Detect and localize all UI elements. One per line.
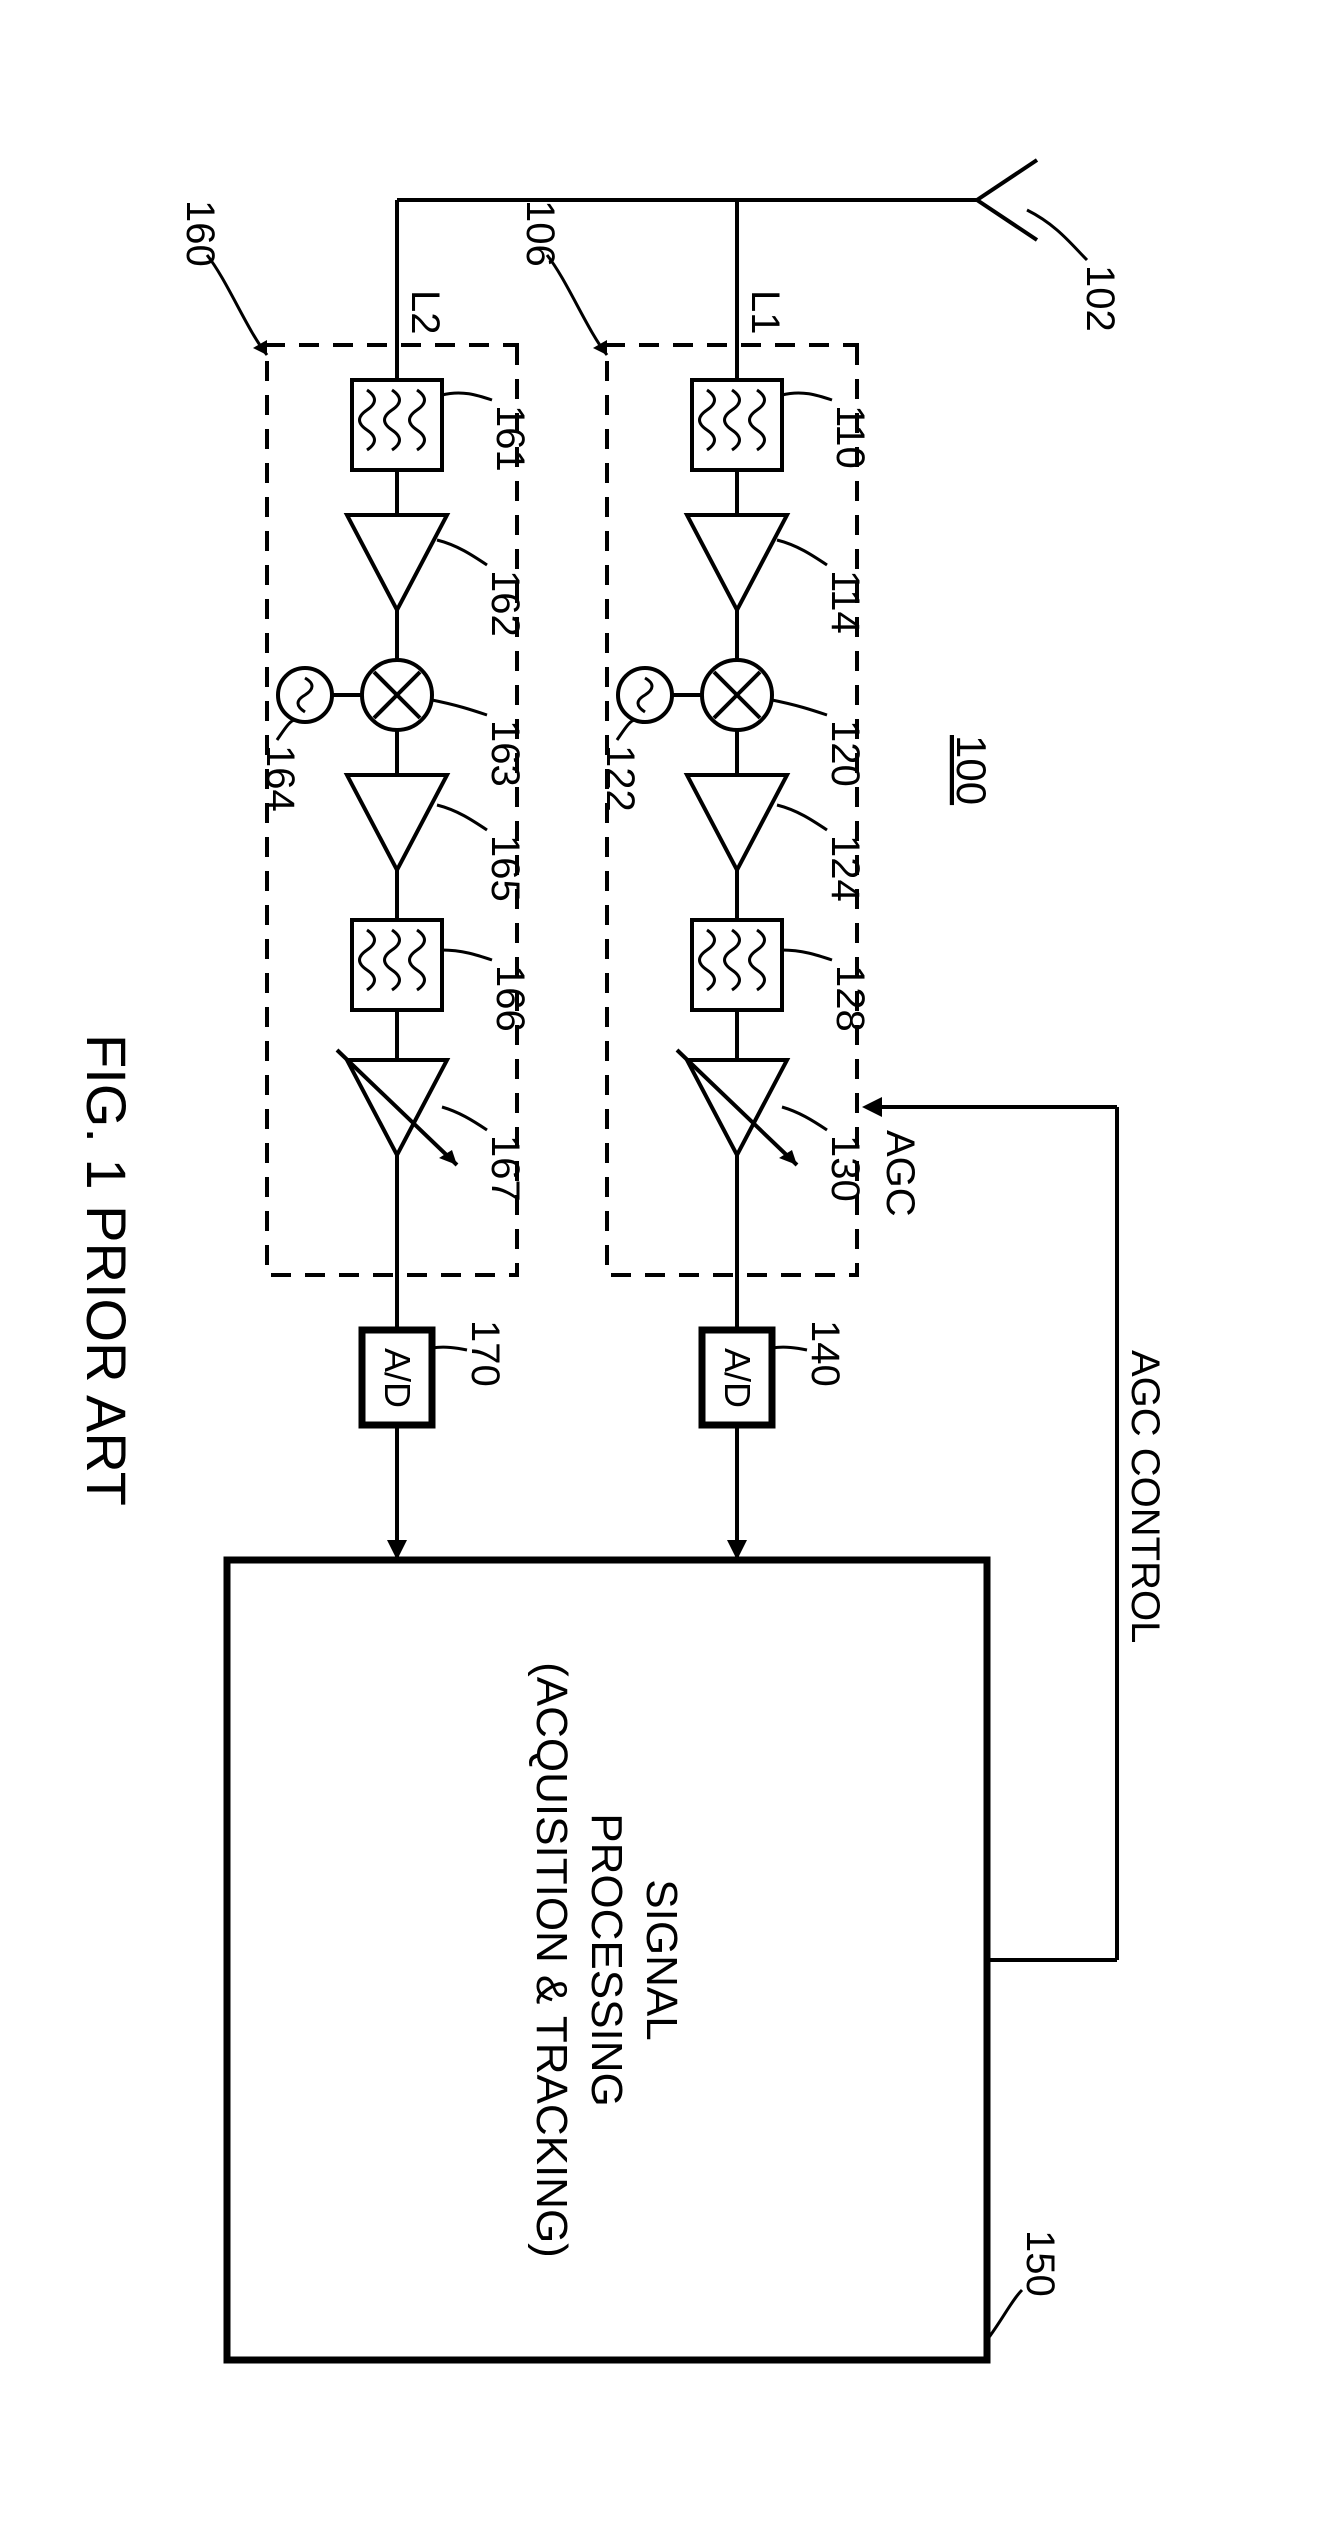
system-ref-text: 100 xyxy=(948,735,995,805)
chain-l2: L2 160 161 162 xyxy=(178,200,532,1330)
filter-128: 128 xyxy=(692,920,872,1032)
mixer-163: 163 xyxy=(362,660,527,787)
filter-161: 161 xyxy=(352,380,532,472)
amp-162: 162 xyxy=(347,515,527,637)
lo-122: 122 xyxy=(598,668,702,812)
amp-114: 114 xyxy=(687,515,867,634)
antenna: 102 xyxy=(847,160,1122,332)
amp-124-ref: 124 xyxy=(823,835,867,902)
adc-140: A/D 140 xyxy=(702,1320,847,1425)
mixer-120-ref: 120 xyxy=(823,720,867,787)
lo-164-ref: 164 xyxy=(258,745,302,812)
amp-162-ref: 162 xyxy=(483,570,527,637)
filter-161-ref: 161 xyxy=(488,405,532,472)
chain-l2-ref: 160 xyxy=(178,200,222,267)
diagram-page: 102 100 L1 106 xyxy=(0,0,1327,2541)
amp-124: 124 xyxy=(687,775,867,902)
adc-140-ref: 140 xyxy=(803,1320,847,1387)
chain-l1-ref: 106 xyxy=(518,200,562,267)
agc-control-label: AGC CONTROL xyxy=(1123,1350,1167,1643)
filter-128-ref: 128 xyxy=(828,965,872,1032)
mixer-163-ref: 163 xyxy=(483,720,527,787)
agc-amp-130: 130 xyxy=(677,1050,867,1202)
system-ref: 100 xyxy=(948,735,995,805)
filter-110: 110 xyxy=(692,380,872,470)
adc-140-label: A/D xyxy=(717,1348,758,1408)
lo-122-ref: 122 xyxy=(598,745,642,812)
block-diagram-svg: 102 100 L1 106 xyxy=(0,0,1327,2541)
lo-164: 164 xyxy=(258,668,362,812)
proc-line3: (ACQUISITION & TRACKING) xyxy=(527,1662,576,2258)
port-l1-label: L1 xyxy=(743,290,787,335)
filter-110-ref: 110 xyxy=(828,405,872,469)
agc-label: AGC xyxy=(878,1130,922,1217)
amp-165: 165 xyxy=(347,775,527,902)
proc-ref: 150 xyxy=(1018,2230,1062,2297)
signal-processing-block: SIGNAL PROCESSING (ACQUISITION & TRACKIN… xyxy=(227,1560,1062,2360)
figure-caption: FIG. 1 PRIOR ART xyxy=(75,1034,138,1506)
adc-170-ref: 170 xyxy=(463,1320,507,1387)
mixer-120: 120 xyxy=(702,660,867,787)
filter-166-ref: 166 xyxy=(488,965,532,1032)
amp-114-ref: 114 xyxy=(823,570,867,634)
adc-170-label: A/D xyxy=(377,1348,418,1408)
port-l2-label: L2 xyxy=(403,290,447,335)
agc-amp-167: 167 xyxy=(337,1050,527,1202)
agc-167-ref: 167 xyxy=(483,1135,527,1202)
amp-165-ref: 165 xyxy=(483,835,527,902)
filter-166: 166 xyxy=(352,920,532,1032)
agc-130-ref: 130 xyxy=(823,1135,867,1202)
chain-l1: L1 106 110 114 xyxy=(518,200,872,1330)
proc-line1: SIGNAL xyxy=(637,1879,686,2040)
adc-170: A/D 170 xyxy=(362,1320,507,1425)
antenna-ref: 102 xyxy=(1078,265,1122,332)
proc-line2: PROCESSING xyxy=(582,1813,631,2106)
